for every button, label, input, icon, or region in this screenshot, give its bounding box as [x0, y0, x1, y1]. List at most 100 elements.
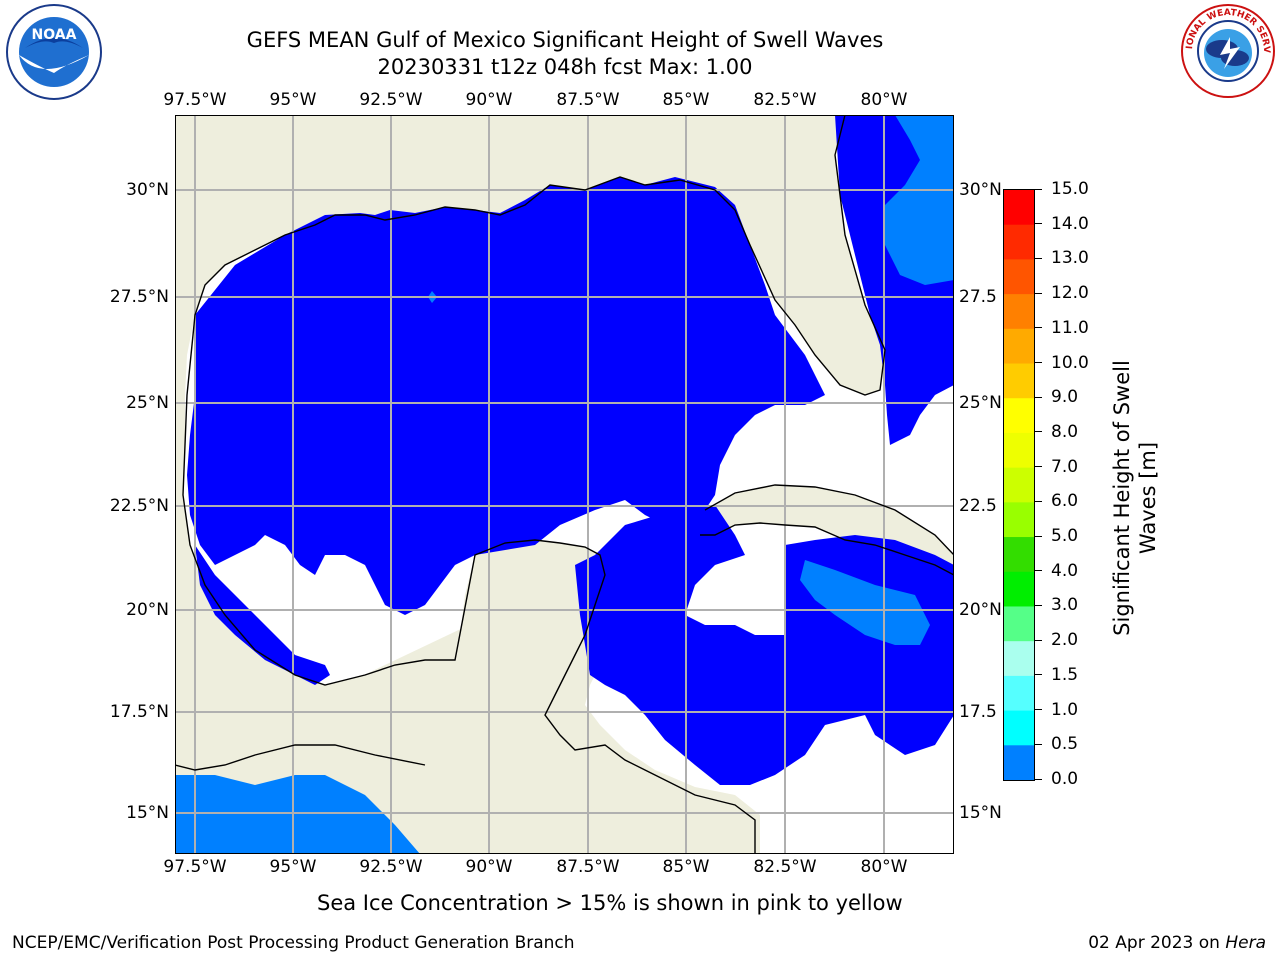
map-svg [175, 115, 954, 854]
colorbar [1003, 189, 1035, 781]
colorbar-tick-mark [1034, 257, 1042, 259]
footer-branch: NCEP/EMC/Verification Post Processing Pr… [12, 933, 575, 953]
nws-logo: NATIONAL WEATHER SERVICE [1180, 3, 1276, 99]
lon-label-top: 97.5°W [163, 90, 227, 110]
colorbar-tick-mark [1034, 327, 1042, 329]
colorbar-tick-label: 0.5 [1051, 734, 1079, 755]
chart-title: GEFS MEAN Gulf of Mexico Significant Hei… [246, 28, 884, 52]
lon-label-bottom: 82.5°W [753, 857, 817, 877]
colorbar-tick-mark [1034, 709, 1042, 711]
colorbar-tick-label: 9.0 [1051, 387, 1079, 408]
colorbar-tick-label: 5.0 [1051, 526, 1079, 547]
colorbar-tick-label: 15.0 [1051, 179, 1089, 199]
colorbar-swatch [1004, 398, 1034, 434]
colorbar-swatch [1004, 190, 1034, 226]
map-grid [175, 115, 954, 854]
colorbar-swatch [1004, 432, 1034, 469]
colorbar-tick-mark [1034, 466, 1042, 468]
colorbar-swatch [1004, 467, 1034, 503]
colorbar-tick-label: 7.0 [1051, 456, 1079, 477]
colorbar-swatch [1004, 294, 1034, 330]
colorbar-tick-label: 12.0 [1051, 283, 1089, 304]
colorbar-tick-mark [1034, 223, 1042, 225]
colorbar-tick-mark [1034, 431, 1042, 433]
lon-label-top: 95°W [269, 90, 317, 110]
lat-label-right: 17.5 [959, 702, 997, 722]
lat-label-left: 22.5°N [109, 496, 169, 516]
colorbar-swatch [1004, 328, 1034, 365]
colorbar-tick-label: 8.0 [1051, 421, 1079, 442]
map-frame [175, 115, 954, 854]
colorbar-tick-label: 11.0 [1051, 317, 1089, 338]
lon-label-top: 90°W [465, 90, 513, 110]
sea-ice-note-text: Sea Ice Concentration > 15% is shown in … [317, 891, 903, 915]
lat-label-left: 17.5°N [109, 702, 169, 722]
lat-label-left: 20°N [126, 600, 169, 620]
colorbar-tick-label: 0.0 [1051, 769, 1079, 789]
colorbar-tick-mark [1034, 535, 1042, 537]
lon-label-top: 80°W [860, 90, 908, 110]
colorbar-tick-label: 3.0 [1051, 595, 1079, 616]
lat-label-right: 25°N [959, 393, 1002, 413]
colorbar-swatch [1004, 606, 1034, 642]
footer-date: 02 Apr 2023 on Hera [1088, 933, 1266, 953]
swell-0.5-1.0-region [175, 115, 954, 854]
colorbar-swatch [1004, 571, 1034, 607]
colorbar-tick-mark [1034, 188, 1042, 190]
lat-label-left: 30°N [126, 180, 169, 200]
colorbar-label-line2: Waves [m] [1136, 441, 1160, 555]
colorbar-label: Significant Height of Swell Waves [m] [1109, 358, 1161, 638]
colorbar-tick-label: 1.5 [1051, 664, 1079, 685]
lon-label-bottom: 87.5°W [556, 857, 620, 877]
colorbar-tick-label: 2.0 [1051, 630, 1079, 651]
lat-label-right: 20°N [959, 600, 1002, 620]
lon-label-bottom: 80°W [860, 857, 908, 877]
colorbar-tick-label: 6.0 [1051, 491, 1079, 512]
lon-label-bottom: 95°W [269, 857, 317, 877]
colorbar-tick-label: 14.0 [1051, 213, 1089, 234]
colorbar-swatch [1004, 710, 1034, 746]
lat-label-left: 15°N [126, 803, 169, 823]
colorbar-swatch [1004, 363, 1034, 399]
lon-label-bottom: 90°W [465, 857, 513, 877]
lon-label-bottom: 85°W [662, 857, 710, 877]
colorbar-tick-mark [1034, 500, 1042, 502]
colorbar-tick-mark [1034, 604, 1042, 606]
lon-label-bottom: 92.5°W [359, 857, 423, 877]
colorbar-tick-mark [1034, 743, 1042, 745]
colorbar-tick-mark [1034, 362, 1042, 364]
footer-host: Hera [1225, 933, 1266, 953]
colorbar-swatch [1004, 224, 1034, 260]
colorbar-tick-mark [1034, 570, 1042, 572]
lon-label-top: 85°W [662, 90, 710, 110]
colorbar-label-line1: Significant Height of Swell [1110, 360, 1134, 636]
footer-date-text: 02 Apr 2023 on [1088, 933, 1220, 953]
colorbar-tick-mark [1034, 639, 1042, 641]
lat-label-right: 15°N [959, 803, 1002, 823]
chart-subtitle: 20230331 t12z 048h fcst Max: 1.00 [377, 55, 753, 79]
colorbar-swatches [1004, 190, 1034, 780]
colorbar-swatch [1004, 745, 1034, 780]
lat-label-right: 30°N [959, 180, 1002, 200]
lon-label-top: 92.5°W [359, 90, 423, 110]
lon-label-top: 87.5°W [556, 90, 620, 110]
noaa-logo: NOAA [5, 3, 103, 101]
colorbar-tick-mark [1034, 778, 1042, 780]
colorbar-tick-mark [1034, 292, 1042, 294]
colorbar-swatch [1004, 502, 1034, 538]
colorbar-swatch [1004, 641, 1034, 677]
lat-label-left: 27.5°N [109, 287, 169, 307]
lat-label-right: 22.5 [959, 496, 997, 516]
lon-label-top: 82.5°W [753, 90, 817, 110]
colorbar-swatch [1004, 537, 1034, 573]
colorbar-ticks: 15.0 14.0 13.0 12.0 11.0 10.0 9.0 8.0 7.0 6.0 5.0 4… [1034, 179, 1114, 789]
lon-label-bottom: 97.5°W [163, 857, 227, 877]
lat-label-right: 27.5 [959, 287, 997, 307]
colorbar-tick-label: 4.0 [1051, 560, 1079, 581]
colorbar-swatch [1004, 675, 1034, 712]
colorbar-tick-mark [1034, 674, 1042, 676]
colorbar-tick-mark [1034, 396, 1042, 398]
colorbar-swatch [1004, 259, 1034, 295]
colorbar-tick-label: 1.0 [1051, 699, 1079, 720]
map-panel [175, 115, 954, 854]
